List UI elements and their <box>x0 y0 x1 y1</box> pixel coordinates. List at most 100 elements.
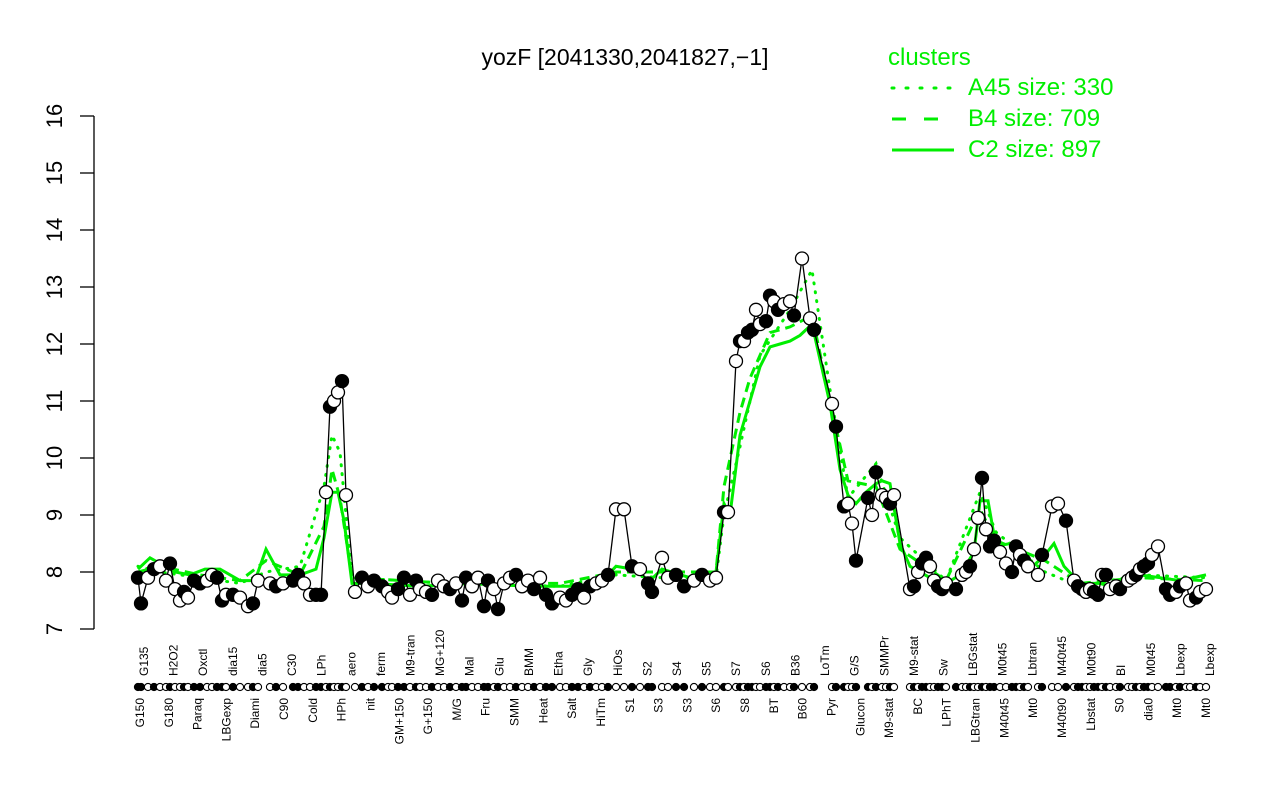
data-point <box>868 465 884 480</box>
data-point <box>490 601 506 617</box>
y-tick-label: 12 <box>42 332 67 356</box>
x-tick-label: HPh <box>335 698 349 721</box>
y-axis: 7 8 9 10 11 12 13 14 15 16 <box>42 104 95 635</box>
x-tick-label: S5 <box>700 661 714 676</box>
x-tick-label: Lbexp <box>1203 643 1217 676</box>
y-tick-label: 15 <box>42 161 67 185</box>
x-tick-label: M0t90 <box>1085 642 1099 676</box>
data-point <box>848 553 864 568</box>
data-point <box>728 353 744 369</box>
x-tick-label: Mal <box>463 657 477 676</box>
data-point <box>162 556 178 571</box>
x-tick-label: M40t90 <box>1055 698 1069 738</box>
x-tick-label: M40t45 <box>1055 636 1069 676</box>
data-point <box>794 251 810 266</box>
data-points <box>130 251 1214 617</box>
legend-title: clusters <box>888 44 971 71</box>
x-tick-label: C30 <box>285 654 299 676</box>
data-point <box>245 596 261 611</box>
x-tick-label: BC <box>911 698 925 715</box>
x-tick-label: LBGstat <box>966 632 980 676</box>
legend-item-c2: C2 size: 897 <box>888 134 1113 165</box>
data-point <box>232 590 248 605</box>
x-tick-label: G180 <box>162 698 176 728</box>
data-point <box>748 302 764 317</box>
x-tick-label: Cold <box>306 698 320 723</box>
x-tick-label: M40t45 <box>997 698 1011 738</box>
x-tick-label: H2O2 <box>167 644 181 676</box>
data-point <box>476 599 492 614</box>
data-point <box>1030 567 1046 583</box>
data-point <box>1098 567 1114 583</box>
x-tick-label: ferm <box>374 652 388 676</box>
x-tick-label: GM+150 <box>392 698 406 745</box>
x-tick-label: S6 <box>709 698 723 713</box>
x-tick-label: G135 <box>137 646 151 676</box>
data-point <box>644 584 660 600</box>
data-point <box>396 570 412 585</box>
data-point <box>906 579 922 594</box>
x-tick-label: dia5 <box>255 653 269 676</box>
x-tick-label: LBGexp <box>219 698 233 742</box>
data-point <box>616 502 632 517</box>
x-tick-label: S3 <box>652 698 666 713</box>
x-tick-label: HiOs <box>611 649 625 676</box>
x-tick-label: BI <box>1114 665 1128 676</box>
x-tick-label: G+150 <box>421 698 435 735</box>
data-point <box>668 567 684 583</box>
data-point <box>978 522 994 537</box>
y-tick-label: 9 <box>42 509 67 521</box>
data-point <box>338 487 354 503</box>
x-tick-label: Mt0 <box>1199 698 1213 718</box>
x-tick-label: LoTm <box>818 645 832 676</box>
x-axis-labels: G135 H2O2 Oxctl dia15 dia5 C30 LPh aero ferm M9-t… <box>133 629 1217 744</box>
legend-label: C2 size: 897 <box>968 135 1102 163</box>
x-tick-label: HiTm <box>594 698 608 727</box>
legend-label: B4 size: 709 <box>968 104 1101 132</box>
x-tick-label: Lbstat <box>1084 697 1098 730</box>
data-point <box>1090 587 1106 602</box>
x-tick-label: MG+120 <box>433 629 447 676</box>
data-point <box>806 322 822 337</box>
data-point <box>632 561 648 577</box>
x-tick-label: Glucon <box>853 698 867 736</box>
data-point <box>209 570 225 585</box>
data-point <box>1020 559 1036 574</box>
x-tick-label: LPh <box>315 655 329 676</box>
data-point <box>158 573 174 588</box>
cluster-line-solid <box>136 321 1207 591</box>
x-tick-label: LBGtran <box>969 698 983 743</box>
data-point <box>133 596 149 611</box>
x-tick-label: BMM <box>522 648 536 676</box>
data-point <box>334 373 350 389</box>
x-tick-label: nit <box>363 697 377 710</box>
x-tick-label: Fru <box>479 698 493 716</box>
data-point <box>860 490 876 506</box>
x-tick-label: Oxctl <box>196 649 210 676</box>
x-tick-label: S7 <box>729 661 743 676</box>
data-point <box>508 567 524 583</box>
x-tick-label: Glu <box>492 657 506 676</box>
data-point <box>318 485 334 500</box>
data-point <box>782 294 798 309</box>
data-point <box>313 587 329 602</box>
y-tick-label: 11 <box>42 390 67 413</box>
x-tick-label: S0 <box>1113 698 1127 713</box>
data-point <box>1004 564 1020 580</box>
data-point <box>786 308 802 323</box>
legend-item-a45: A45 size: 330 <box>888 72 1113 103</box>
x-tick-label: Gly <box>581 658 595 676</box>
cluster-line-dashed <box>137 313 1207 585</box>
data-point <box>526 581 542 597</box>
x-tick-label: Etha <box>552 651 566 676</box>
x-tick-label: Diami <box>248 698 262 729</box>
cluster-lines <box>136 265 1208 591</box>
data-point <box>840 496 856 511</box>
x-tick-label: Sw <box>937 659 951 676</box>
x-tick-label: G150 <box>133 698 147 728</box>
x-tick-label: aero <box>344 652 358 676</box>
data-point <box>1178 576 1194 591</box>
data-point <box>824 396 840 412</box>
x-tick-label: M9-tran <box>404 635 418 676</box>
